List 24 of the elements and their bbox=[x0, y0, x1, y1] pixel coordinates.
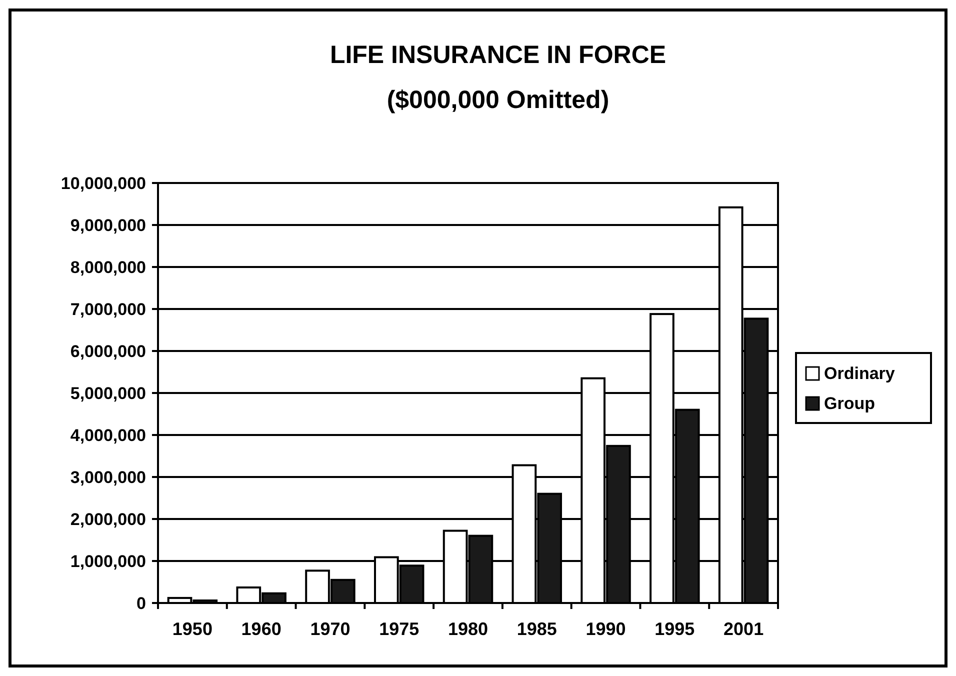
y-tick-label: 10,000,000 bbox=[60, 174, 146, 193]
x-tick-label: 1980 bbox=[448, 619, 488, 639]
y-tick-label: 9,000,000 bbox=[70, 216, 146, 235]
y-tick-label: 7,000,000 bbox=[70, 300, 146, 319]
y-tick-label: 5,000,000 bbox=[70, 384, 146, 403]
y-tick-label: 8,000,000 bbox=[70, 258, 146, 277]
y-tick-label: 6,000,000 bbox=[70, 342, 146, 361]
x-tick-label: 1960 bbox=[241, 619, 282, 639]
x-tick-label: 1950 bbox=[172, 619, 212, 639]
y-tick-label: 1,000,000 bbox=[70, 552, 146, 571]
x-tick-label: 1975 bbox=[379, 619, 420, 639]
y-tick-label: 2,000,000 bbox=[70, 510, 146, 529]
y-tick-label: 4,000,000 bbox=[70, 426, 146, 445]
x-tick-label: 1990 bbox=[586, 619, 626, 639]
chart-title: LIFE INSURANCE IN FORCE bbox=[330, 41, 666, 69]
y-tick-label: 3,000,000 bbox=[70, 468, 146, 487]
x-tick-label: 2001 bbox=[724, 619, 764, 639]
legend-label: Ordinary bbox=[824, 364, 896, 383]
legend-label: Group bbox=[824, 394, 875, 413]
chart-subtitle: ($000,000 Omitted) bbox=[386, 86, 610, 114]
x-tick-label: 1995 bbox=[654, 619, 695, 639]
x-tick-label: 1970 bbox=[310, 619, 350, 639]
x-tick-label: 1985 bbox=[516, 619, 557, 639]
y-tick-label: 0 bbox=[136, 594, 146, 613]
